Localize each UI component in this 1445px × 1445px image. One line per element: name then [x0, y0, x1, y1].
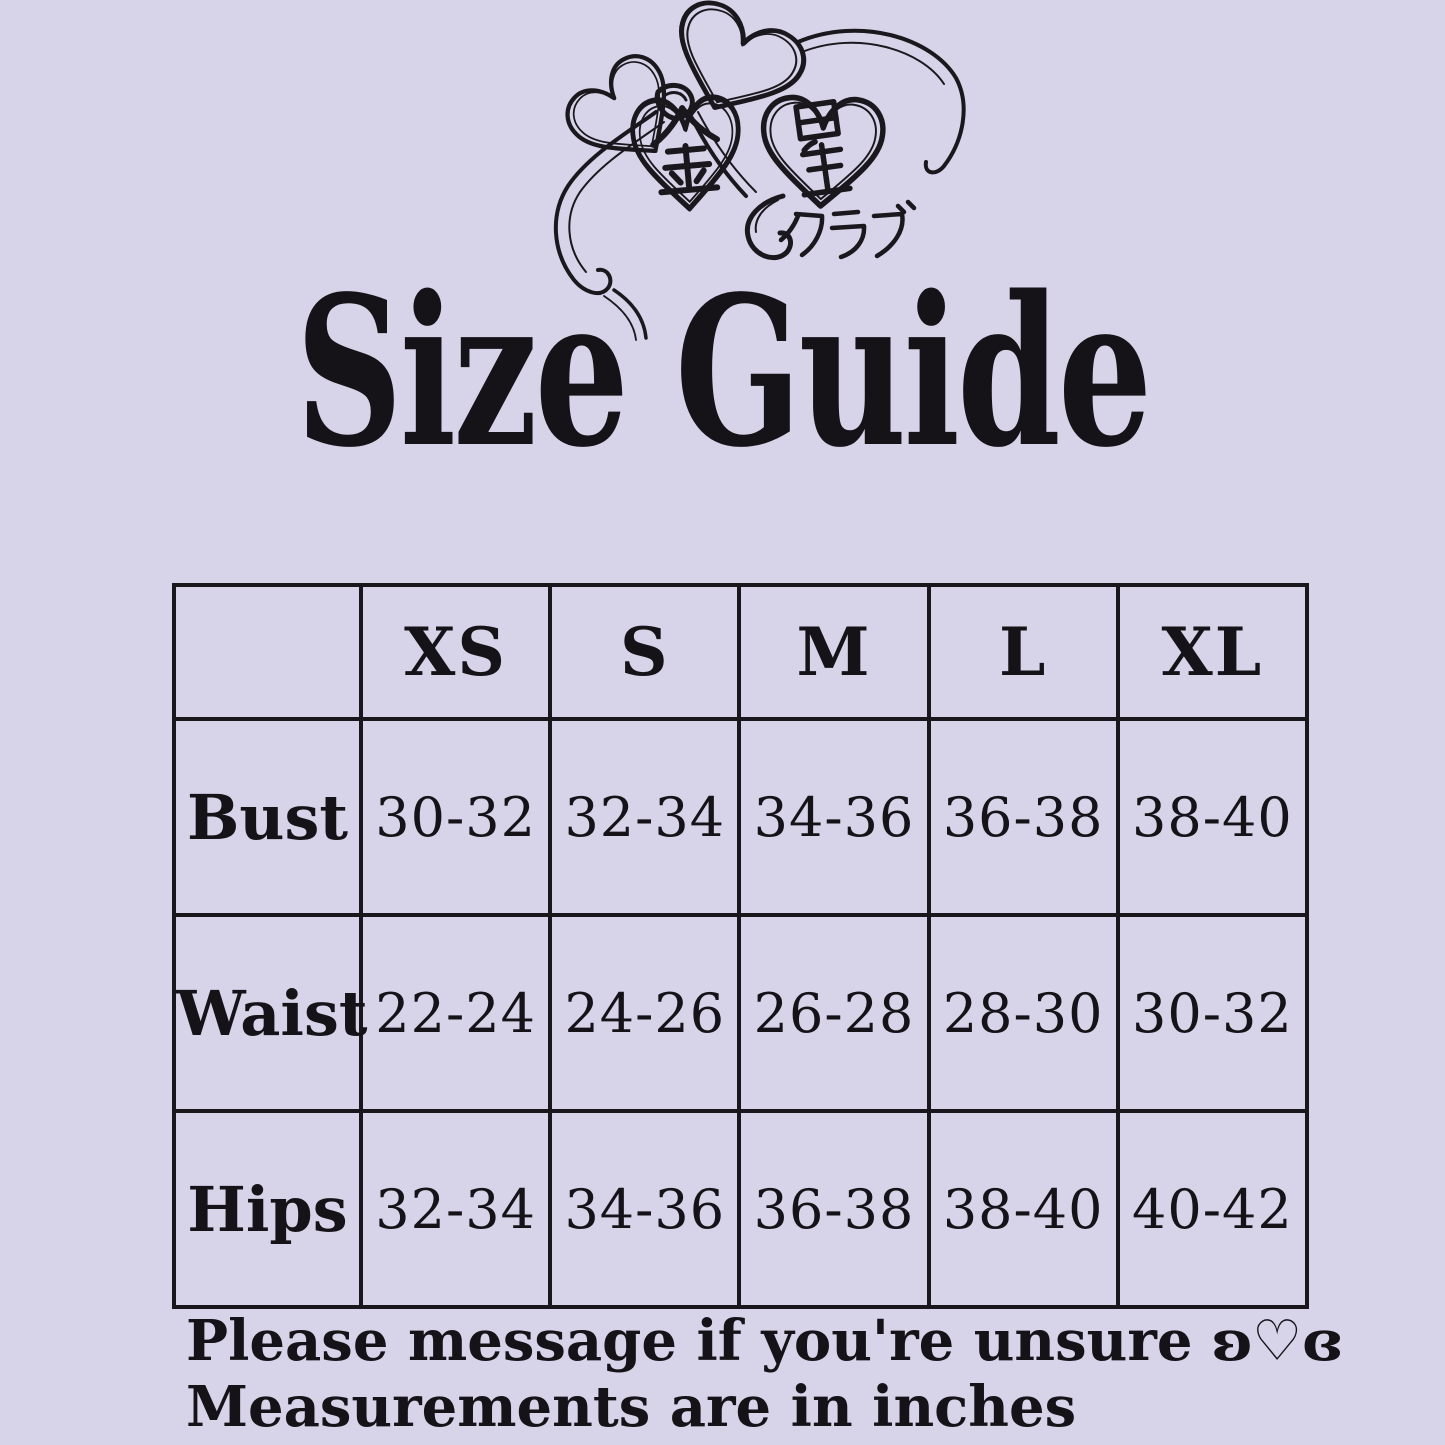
size-cell: 24-26: [548, 913, 742, 1113]
table-header-row: XS S M L XL: [172, 583, 1309, 721]
table-row-hips: Hips 32-34 34-36 36-38 38-40 40-42: [172, 1109, 1309, 1309]
ribbon-tail-left: [553, 110, 665, 341]
measurement-row-label-bust: Bust: [172, 717, 363, 917]
footer-note-units: Measurements are in inches: [186, 1374, 1077, 1440]
size-cell: 36-38: [926, 717, 1120, 917]
size-cell: 32-34: [548, 717, 742, 917]
page-title: Size Guide: [295, 251, 1153, 493]
size-column-header-xs: XS: [358, 583, 553, 721]
footer-notes: Please message if you're unsure ʚ♡ɞ Meas…: [186, 1308, 1342, 1440]
measurement-row-label-waist: Waist: [172, 913, 368, 1113]
size-cell: 34-36: [737, 717, 931, 917]
size-column-header-xl: XL: [1115, 583, 1309, 721]
size-cell: 26-28: [737, 913, 931, 1113]
kanji-hoshi-strokes: [793, 99, 853, 198]
ribbon-sweep-right: [796, 28, 966, 175]
brand-logo: 金 星 クラブ: [540, 0, 970, 350]
measurement-row-label-hips: Hips: [172, 1109, 363, 1309]
size-column-header-m: M: [737, 583, 931, 721]
ribbon-s-curl: [744, 193, 793, 260]
heart-lockets-illustration: 金 星 クラブ: [553, 0, 966, 341]
katakana-kurabu-strokes: [778, 199, 917, 260]
size-cell: 36-38: [737, 1109, 931, 1309]
size-table: XS S M L XL Bust 30-32 32-34 34-36 36-38…: [172, 583, 1309, 1309]
kanji-kin-strokes: [650, 105, 721, 196]
size-cell: 32-34: [358, 1109, 553, 1309]
table-corner-cell: [172, 583, 363, 721]
footer-note-message: Please message if you're unsure ʚ♡ɞ: [186, 1308, 1343, 1374]
size-cell: 38-40: [926, 1109, 1120, 1309]
size-cell: 30-32: [1115, 913, 1309, 1113]
size-column-header-l: L: [926, 583, 1120, 721]
size-cell: 30-32: [358, 717, 553, 917]
size-cell: 22-24: [358, 913, 553, 1113]
size-cell: 34-36: [548, 1109, 742, 1309]
size-column-header-s: S: [548, 583, 742, 721]
ribbon-knot: [654, 83, 695, 121]
table-row-waist: Waist 22-24 24-26 26-28 28-30 30-32: [172, 913, 1309, 1113]
table-row-bust: Bust 30-32 32-34 34-36 36-38 38-40: [172, 717, 1309, 917]
size-cell: 38-40: [1115, 717, 1309, 917]
size-cell: 28-30: [926, 913, 1120, 1113]
size-cell: 40-42: [1115, 1109, 1309, 1309]
